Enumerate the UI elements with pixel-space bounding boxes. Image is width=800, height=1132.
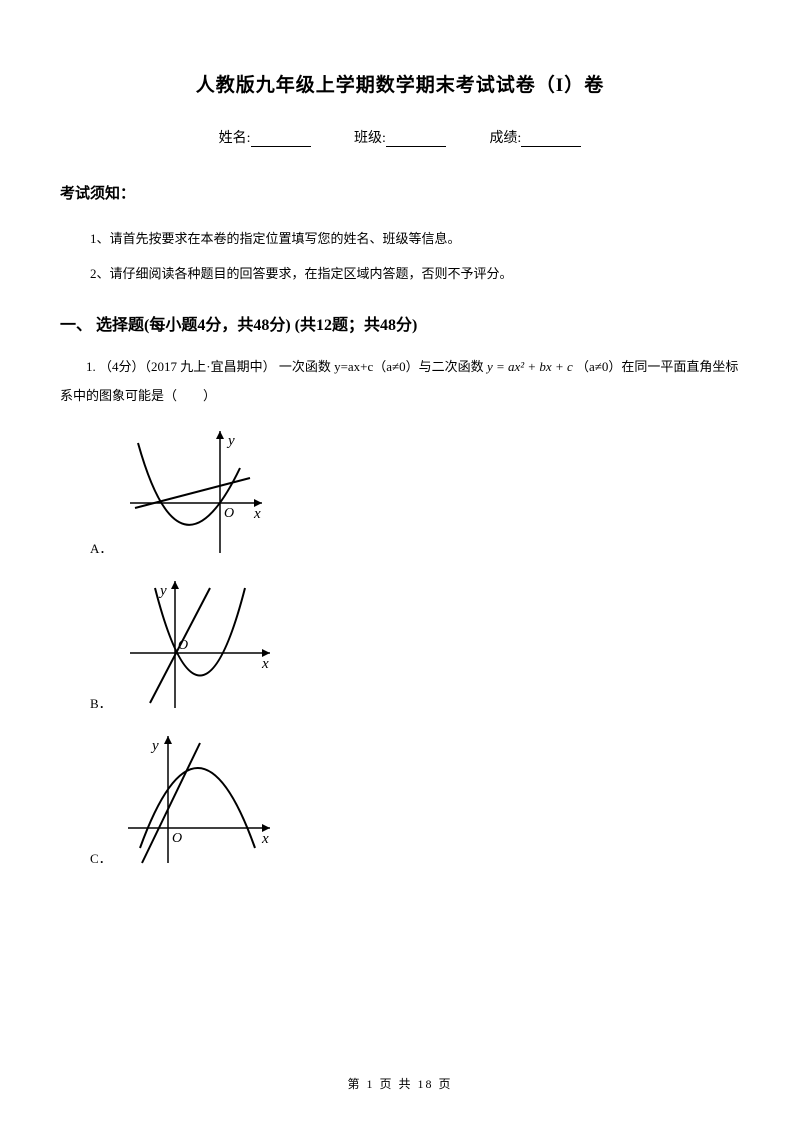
- q1-prefix: 1. （4分）（2017 九上·宜昌期中） 一次函数 y=ax+c（a≠0）与二…: [86, 359, 487, 374]
- option-a-label: A．: [90, 538, 112, 557]
- svg-text:x: x: [261, 831, 269, 847]
- svg-text:y: y: [226, 433, 235, 449]
- svg-text:x: x: [261, 656, 269, 672]
- question-1: 1. （4分）（2017 九上·宜昌期中） 一次函数 y=ax+c（a≠0）与二…: [60, 353, 740, 410]
- notice-header: 考试须知：: [60, 182, 740, 203]
- option-b-label: B．: [90, 693, 112, 712]
- svg-text:y: y: [158, 583, 167, 599]
- option-c-block: C． y x O: [90, 728, 740, 873]
- option-a-block: A． y x O: [90, 423, 740, 563]
- svg-text:O: O: [224, 506, 234, 521]
- option-b-block: B． y x O: [90, 573, 740, 718]
- section-one-header: 一、 选择题(每小题4分，共48分) (共12题；共48分): [60, 311, 740, 335]
- name-blank[interactable]: [251, 131, 311, 147]
- option-c-graph: y x O: [120, 728, 280, 873]
- score-blank[interactable]: [521, 131, 581, 147]
- instruction-2: 2、请仔细阅读各种题目的回答要求，在指定区域内答题，否则不予评分。: [90, 258, 740, 289]
- svg-text:x: x: [253, 506, 261, 522]
- q1-formula: y = ax² + bx + c: [487, 359, 573, 374]
- score-label: 成绩:: [489, 131, 521, 146]
- option-a-graph: y x O: [120, 423, 270, 563]
- svg-text:O: O: [172, 831, 182, 846]
- exam-title: 人教版九年级上学期数学期末考试试卷（I）卷: [60, 70, 740, 97]
- page-footer: 第 1 页 共 18 页: [0, 1075, 800, 1092]
- info-blanks-row: 姓名: 班级: 成绩:: [60, 127, 740, 147]
- option-b-graph: y x O: [120, 573, 280, 718]
- instruction-1: 1、请首先按要求在本卷的指定位置填写您的姓名、班级等信息。: [90, 223, 740, 254]
- option-c-label: C．: [90, 848, 112, 867]
- name-label: 姓名:: [219, 131, 251, 146]
- class-blank[interactable]: [386, 131, 446, 147]
- class-label: 班级:: [354, 131, 386, 146]
- svg-text:y: y: [150, 738, 159, 754]
